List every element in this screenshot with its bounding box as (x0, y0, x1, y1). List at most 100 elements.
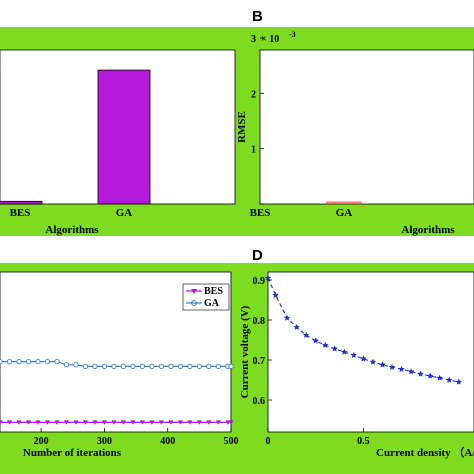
panel-c-ga-point (111, 363, 117, 370)
panel-letter-d: D (252, 247, 263, 264)
panel-d-voltage-point (350, 351, 358, 358)
panel-c-ga-point (206, 363, 212, 370)
panel-a-xtick-ga: GA (116, 207, 133, 219)
panel-b-xtick-bes: BES (250, 207, 271, 219)
panel-c-legend-ga-marker (191, 300, 197, 306)
panel-d-voltage-point (369, 358, 377, 365)
panel-c-bes-point (149, 420, 155, 425)
panel-d-voltage-point (436, 374, 443, 381)
panel-d-voltage-point (272, 291, 279, 298)
panel-d-voltage-point (398, 365, 405, 372)
panel-d-voltage-point (445, 376, 453, 383)
panel-c-bes-point (168, 420, 174, 425)
panel-c-bes-point (101, 420, 108, 425)
panel-d-voltage-point (264, 274, 272, 281)
panel-c-ga-point (158, 363, 165, 370)
panel-c-ga-point (82, 363, 89, 370)
panel-c-bes-point (73, 420, 79, 425)
panel-d-voltage-point (341, 348, 348, 355)
panel-letter-b: B (252, 8, 263, 25)
panel-c-xlabel: Number of iterations (23, 447, 122, 459)
panel-c-ga-point (6, 358, 13, 365)
panel-c-bes-point (187, 420, 193, 425)
panel-a-chart: BES GA Algorithms (0, 49, 236, 236)
panel-c-bes-point (44, 420, 51, 425)
panel-c-ga-point (73, 362, 79, 368)
panel-c-bes-point (206, 420, 212, 425)
panel-c-bes-point (228, 420, 234, 425)
panel-c-bes-point (0, 420, 3, 425)
panel-d-xtick-label: 0.5 (357, 436, 370, 447)
panel-c-bes-point (177, 420, 183, 425)
panel-c-ga-point (177, 363, 184, 370)
panel-d-voltage-line (267, 277, 459, 383)
panel-d-voltage-point (312, 337, 319, 344)
panel-c-bes-point (196, 420, 202, 425)
panel-a-bar-bes (0, 200, 43, 205)
panel-c-bes-point (111, 420, 117, 425)
panel-c-legend-box (182, 283, 230, 311)
panel-b-plot-area (259, 49, 474, 205)
panel-c-ga-point (120, 363, 127, 370)
figure-middle-strip (0, 236, 474, 263)
panel-d-voltage-point (331, 345, 338, 352)
panel-c-bes-point (158, 420, 164, 425)
panel-b-ytick-label: 3 (251, 34, 256, 45)
panel-c-ga-point (54, 358, 60, 365)
figure-top-strip (0, 0, 474, 27)
panel-d-voltage-point (283, 314, 291, 321)
panel-d-voltage-point (426, 372, 434, 379)
panel-c-legend: BES GA (182, 283, 230, 311)
panel-d-chart: 0.6 0.7 0.8 0.9 0 0.5 Current voltage (V) Cu… (239, 271, 474, 459)
panel-d-plot-area (267, 271, 474, 433)
panel-b-ytick-label: 1 (251, 145, 256, 156)
panel-c-ga-point (196, 363, 203, 370)
panel-c-chart: BES GA 200 300 400 500 Number of iterations (0, 271, 239, 459)
panel-c-xtick-label: 400 (160, 436, 175, 447)
panel-c-ga-point (35, 358, 41, 365)
panel-b-xlabel: Algorithms (401, 224, 455, 236)
panel-d-ytick-label: 0.8 (253, 316, 266, 327)
panel-c-ga-point (63, 362, 70, 368)
panel-d-voltage-point (302, 331, 310, 338)
panel-c-bes-point (6, 420, 13, 425)
panel-c-xtick-label: 300 (97, 436, 112, 447)
panel-d-xlabel: Current density （A/c (376, 446, 474, 459)
panel-d-xtick-label: 0 (266, 436, 271, 447)
panel-a-bar-ga (97, 69, 151, 205)
panel-c-ga-point (228, 363, 234, 370)
panel-c-ga-point (139, 363, 146, 370)
panel-c-ga-point (101, 363, 108, 370)
panel-c-bes-point (63, 420, 70, 425)
panel-c-ga-point (25, 358, 32, 365)
panel-c-ga-point (44, 358, 51, 365)
panel-c-xtick-label: 200 (34, 436, 49, 447)
panel-b-bar-ga (326, 201, 362, 204)
panel-d-voltage-point (360, 355, 367, 362)
panel-d-voltage-point (455, 378, 462, 385)
panel-c-ga-point (92, 363, 98, 370)
panel-c-ga-point (149, 363, 155, 370)
panel-c-bes-point (16, 420, 22, 425)
panel-b-ylabel: RMSE (236, 111, 248, 143)
panel-a-xtick-bes: BES (10, 207, 31, 219)
panel-b-ytick-label: 2 (251, 89, 256, 100)
panel-c-xtick-label: 500 (224, 436, 239, 447)
panel-d-voltage-point (407, 368, 415, 375)
panel-c-legend-bes-label: BES (204, 286, 223, 297)
panel-d-ytick-label: 0.6 (253, 396, 266, 407)
panel-c-bes-point (54, 420, 60, 425)
panel-c-ga-point (187, 363, 193, 370)
panel-a-xlabel: Algorithms (45, 224, 99, 236)
panel-d-voltage-point (388, 363, 396, 370)
panel-c-ga-point (168, 363, 174, 370)
panel-d-voltage-point (379, 361, 386, 368)
panel-c-bes-point (120, 420, 127, 425)
panel-c-ga-point (0, 358, 3, 365)
panel-c-bes-point (92, 420, 98, 425)
panel-d-voltage-point (321, 341, 329, 348)
panel-c-ga-point (16, 358, 22, 365)
panel-c-bes-point (82, 420, 89, 425)
panel-d-ytick-label: 0.9 (253, 276, 266, 287)
